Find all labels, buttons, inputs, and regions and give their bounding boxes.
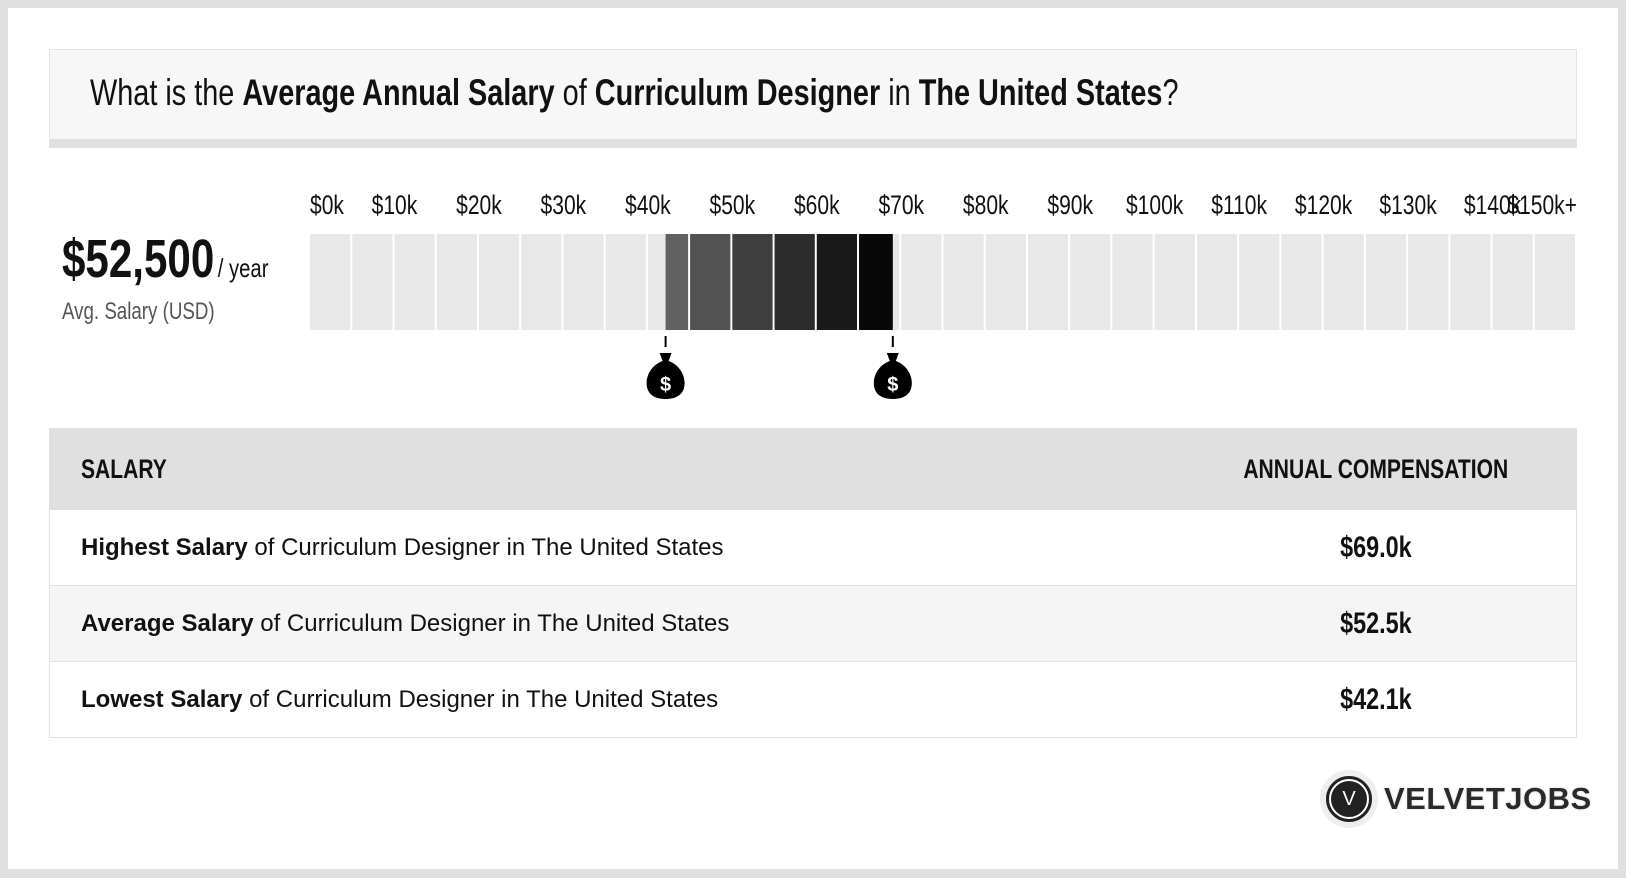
salary-range-chart: $0k $10k $20k $30k $40k $50k $60k $70k $80k $90k $… [310, 191, 1577, 399]
tick-label: $10k [372, 191, 418, 221]
logo-icon: V [1322, 772, 1376, 826]
bar-segment [352, 234, 393, 330]
range-segment [859, 234, 893, 330]
table-header: SALARY ANNUAL COMPENSATION [49, 428, 1577, 510]
bar-segment [901, 234, 942, 330]
tick-label: $0k [310, 191, 345, 221]
svg-text:$: $ [887, 374, 898, 396]
bar-segment [1365, 234, 1407, 330]
table-row: Highest Salary of Curriculum Designer in… [49, 509, 1577, 586]
bar-segment [478, 234, 520, 330]
average-salary-value: $52,500 [62, 229, 215, 289]
tick-label: $40k [625, 191, 671, 221]
tick-label: $110k [1211, 191, 1268, 221]
bar-segment [1239, 234, 1280, 330]
bar-segment [1281, 234, 1322, 330]
compensation-value: $52.5k [1176, 585, 1577, 662]
bar-segment [985, 234, 1026, 330]
tick-label: $20k [456, 191, 502, 221]
bar-segment [310, 234, 351, 330]
bar-segment [1112, 234, 1153, 330]
range-segment [690, 234, 731, 330]
range-segment [816, 234, 858, 330]
tick-label: $30k [541, 191, 587, 221]
table-row: Average Salary of Curriculum Designer in… [49, 585, 1577, 662]
bar-segment [1323, 234, 1364, 330]
tick-label: $140k [1464, 191, 1522, 221]
average-salary: $52,500 / year [62, 228, 327, 290]
bar-segment [1408, 234, 1449, 330]
tick-label: $60k [794, 191, 840, 221]
bar-segment [605, 234, 646, 330]
bar-segment [1070, 234, 1111, 330]
header-annual-compensation: ANNUAL COMPENSATION [1176, 428, 1577, 510]
bar-segment [1450, 234, 1491, 330]
compensation-value: $42.1k [1176, 661, 1577, 738]
bar-segment [521, 234, 562, 330]
compensation-value: $69.0k [1176, 509, 1577, 586]
bar-segment [1027, 234, 1069, 330]
range-segment [774, 234, 815, 330]
velvetjobs-logo: V VELVETJOBS [1322, 772, 1592, 826]
tick-label: $130k [1379, 191, 1437, 221]
tick-label: $70k [878, 191, 924, 221]
bar-segment [943, 234, 984, 330]
tick-label: $90k [1047, 191, 1093, 221]
bar-segment [394, 234, 435, 330]
average-salary-label: Avg. Salary (USD) [62, 298, 215, 325]
tick-label: $120k [1295, 191, 1353, 221]
tick-label: $50k [710, 191, 756, 221]
tick-label: $100k [1126, 191, 1184, 221]
range-segment [665, 234, 689, 330]
bar-segment [563, 234, 604, 330]
salary-table: SALARY ANNUAL COMPENSATION Highest Salar… [49, 428, 1577, 738]
bar-segment [1534, 234, 1575, 330]
page-title: What is the Average Annual Salary of Cur… [90, 72, 1179, 113]
svg-text:$: $ [660, 374, 671, 396]
bar-segment [1492, 234, 1533, 330]
header-salary: SALARY [49, 428, 1177, 510]
bar-segment [436, 234, 477, 330]
tick-label: $150k+ [1507, 191, 1577, 221]
average-salary-unit: / year [217, 253, 269, 283]
bar-segment [1196, 234, 1238, 330]
bar-segment [1154, 234, 1195, 330]
money-bag-icon: $ [646, 353, 685, 399]
table-row: Lowest Salary of Curriculum Designer in … [49, 661, 1577, 738]
range-segment [732, 234, 773, 330]
tick-label: $80k [963, 191, 1009, 221]
title-box: What is the Average Annual Salary of Cur… [49, 49, 1577, 148]
money-bag-icon: $ [873, 353, 912, 399]
